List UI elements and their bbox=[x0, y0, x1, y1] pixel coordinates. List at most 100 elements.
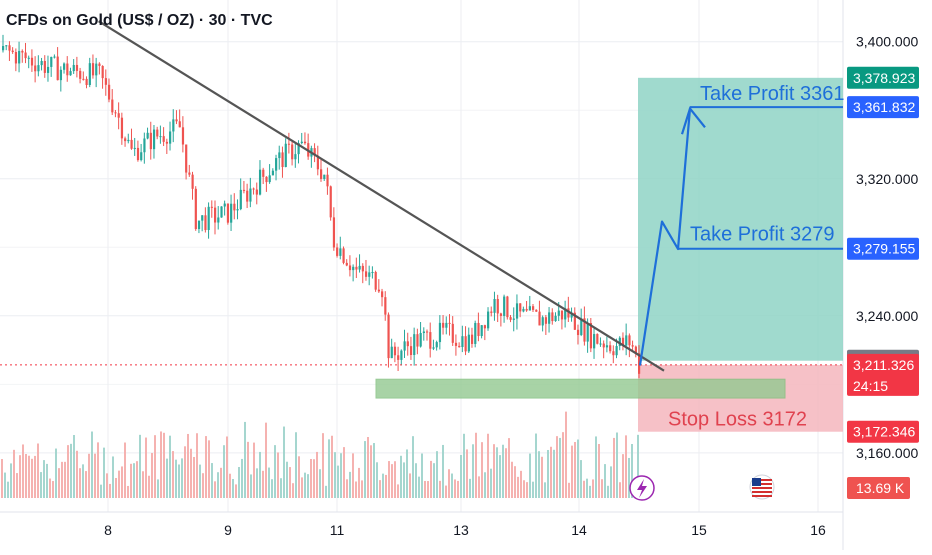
candle-body bbox=[291, 144, 294, 160]
projected-path bbox=[638, 108, 692, 366]
candle-body bbox=[426, 331, 429, 333]
volume-bar bbox=[70, 443, 72, 498]
volume-bar bbox=[49, 478, 51, 498]
candle-body bbox=[5, 45, 8, 47]
candle-body bbox=[214, 207, 217, 223]
volume-bar bbox=[304, 472, 306, 498]
candle-body bbox=[271, 170, 275, 176]
candle-body bbox=[226, 203, 230, 223]
candle-body bbox=[454, 342, 458, 346]
candle-body bbox=[101, 65, 104, 79]
volume-bar bbox=[556, 436, 558, 498]
volume-bar bbox=[160, 431, 162, 498]
candle-body bbox=[435, 342, 438, 348]
volume-bar bbox=[430, 460, 432, 498]
candle-body bbox=[342, 248, 345, 263]
candle-body bbox=[483, 325, 487, 329]
candle-body bbox=[294, 154, 297, 160]
volume-bar bbox=[517, 476, 519, 498]
time-axis-tick: 15 bbox=[691, 522, 707, 538]
candle-body bbox=[169, 131, 172, 144]
candle-body bbox=[108, 84, 111, 100]
candle-body bbox=[596, 334, 599, 344]
volume-bar bbox=[163, 432, 165, 498]
volume-bar bbox=[154, 435, 156, 498]
price-tag-text: 3,279.155 bbox=[853, 241, 915, 257]
volume-bar bbox=[136, 461, 138, 498]
candle-body bbox=[400, 350, 403, 360]
candle-body bbox=[88, 63, 91, 85]
volume-bar bbox=[349, 471, 351, 498]
candle-body bbox=[194, 188, 197, 230]
time-axis-tick: 9 bbox=[224, 522, 232, 538]
candle-body bbox=[371, 272, 374, 274]
volume-bar bbox=[286, 461, 288, 498]
candle-body bbox=[525, 308, 528, 311]
time-axis-tick: 14 bbox=[571, 522, 587, 538]
candle-body bbox=[403, 341, 406, 351]
candle-body bbox=[159, 136, 162, 138]
volume-bar bbox=[142, 471, 144, 498]
volume-bar bbox=[409, 473, 411, 498]
volume-bar bbox=[82, 464, 84, 498]
candle-body bbox=[586, 323, 589, 342]
stop-loss-label: Stop Loss 3172 bbox=[668, 409, 807, 431]
price-tag-bg bbox=[847, 353, 919, 396]
volume-bar bbox=[190, 448, 192, 498]
price-tag-text: 3,378.923 bbox=[853, 70, 915, 86]
candle-body bbox=[11, 50, 14, 53]
volume-bar bbox=[106, 473, 108, 498]
price-tag-bg bbox=[847, 66, 919, 89]
candle-body bbox=[143, 138, 146, 153]
volume-bar bbox=[151, 452, 153, 498]
candle-body bbox=[21, 50, 24, 53]
candle-body bbox=[220, 206, 223, 218]
candle-body bbox=[104, 78, 107, 85]
volume-bar bbox=[460, 454, 462, 498]
volume-bar bbox=[637, 434, 639, 498]
volume-bar bbox=[43, 460, 45, 498]
price-tag: 3,279.155 bbox=[847, 237, 919, 260]
candle-body bbox=[416, 334, 419, 347]
candle-body bbox=[146, 132, 149, 139]
volume-bar bbox=[10, 463, 12, 498]
volume-bar bbox=[472, 444, 474, 498]
candle-body bbox=[390, 346, 393, 359]
candle-body bbox=[442, 322, 445, 328]
candle-body bbox=[46, 66, 50, 73]
price-tag: 3,211.326 24:15 bbox=[847, 353, 919, 396]
candle-body bbox=[152, 129, 156, 150]
volume-bar bbox=[355, 481, 357, 498]
volume-bar bbox=[313, 459, 315, 498]
candle-body bbox=[303, 141, 307, 144]
volume-bar bbox=[484, 472, 486, 498]
price-tag-bg bbox=[847, 420, 919, 443]
candle-body bbox=[249, 188, 252, 202]
volume-bar bbox=[379, 480, 381, 498]
candle-body bbox=[172, 119, 175, 132]
volume-bar bbox=[520, 470, 522, 498]
volume-bar bbox=[121, 466, 123, 498]
flag-canton bbox=[752, 478, 761, 486]
candle-body bbox=[554, 315, 557, 322]
take-profit-zone bbox=[638, 77, 843, 361]
price-tag-text: 3,172.346 bbox=[853, 424, 915, 440]
candle-body bbox=[246, 190, 249, 202]
volume-bar bbox=[319, 469, 321, 498]
volume-bar bbox=[580, 460, 582, 498]
candle-body bbox=[175, 119, 178, 122]
volume-tag: 13.69 K bbox=[847, 477, 910, 499]
candle-body bbox=[532, 306, 535, 310]
candle-body bbox=[487, 311, 490, 329]
candle-body bbox=[255, 189, 258, 195]
flag-stripe bbox=[752, 483, 772, 485]
volume-bar bbox=[337, 465, 339, 498]
candle-body bbox=[284, 143, 287, 168]
volume-bar bbox=[553, 449, 555, 498]
volume-bar bbox=[4, 472, 6, 498]
volume-bar bbox=[487, 433, 489, 498]
candle-body bbox=[82, 78, 85, 80]
volume-bar bbox=[259, 451, 261, 498]
